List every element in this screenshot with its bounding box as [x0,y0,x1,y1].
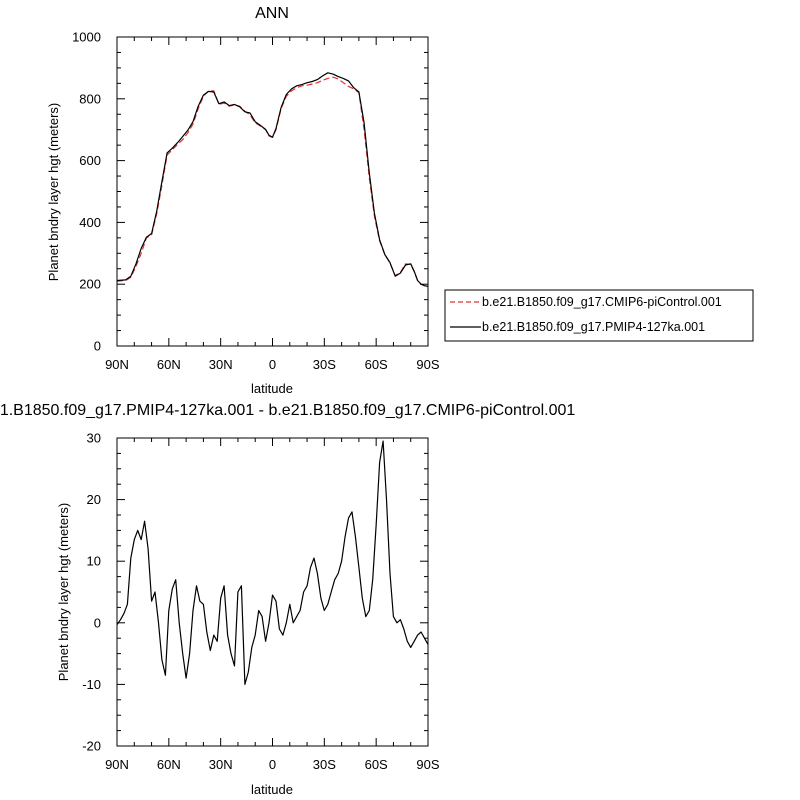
top-plot-frame [116,36,429,347]
bottom-y-tick-label: 30 [87,431,101,446]
bottom-tick-layer: 90N 60N 30N 0 30S 60S 90S -20 -10 0 10 20 30 [82,431,440,773]
top-y-axis-title: Planet bndry layer hgt (meters) [46,103,61,281]
top-tick-layer: 90N 60N 30N 0 30S 60S 90S 0 200 400 600 800 1000 [72,30,440,373]
top-y-tick-label: 0 [94,339,101,354]
top-panel: ANN 90N 60N 30N 0 30S 60S 90S 0 200 400 600 800 1000… [46,5,754,396]
bottom-y-tick-label: 20 [87,492,101,507]
top-x-tick-label: 60S [365,357,388,372]
bottom-x-axis-title: latitude [251,782,293,797]
bottom-plot-frame [116,437,429,747]
bottom-x-tick-label: 30N [209,757,233,772]
top-y-tick-label: 200 [79,277,101,292]
top-y-tick-label: 600 [79,153,101,168]
bottom-y-tick-label: 0 [94,615,101,630]
bottom-plot-title: b.e21.B1850.f09_g17.PMIP4-127ka.001 - b.… [0,402,575,419]
top-plot-title: ANN [255,5,289,22]
top-series-line-0 [116,76,429,287]
bottom-y-axis-title: Planet bndry layer hgt (meters) [56,503,71,681]
top-x-axis-title: latitude [251,381,293,396]
top-x-tick-label: 30N [209,357,233,372]
top-x-tick-label: 30S [313,357,336,372]
legend-box [444,289,754,342]
bottom-panel: b.e21.B1850.f09_g17.PMIP4-127ka.001 - b.… [0,402,575,797]
legend-label-series-1: b.e21.B1850.f09_g17.PMIP4-127ka.001 [482,320,705,334]
top-series-line-1 [116,72,429,287]
top-y-tick-label: 400 [79,215,101,230]
top-x-tick-label: 0 [269,357,276,372]
top-series-layer [116,72,429,287]
bottom-x-tick-label: 90N [105,757,129,772]
top-x-tick-label: 90N [105,357,129,372]
bottom-x-tick-label: 0 [269,757,276,772]
bottom-x-tick-label: 60N [157,757,181,772]
legend-label-series-0: b.e21.B1850.f09_g17.CMIP6-piControl.001 [482,295,722,309]
bottom-y-tick-label: -10 [82,677,101,692]
top-x-tick-label: 90S [416,357,439,372]
top-legend: b.e21.B1850.f09_g17.CMIP6-piControl.001 … [444,289,754,342]
bottom-y-tick-label: 10 [87,554,101,569]
bottom-series-line-0 [116,440,429,686]
bottom-x-tick-label: 30S [313,757,336,772]
bottom-x-tick-label: 90S [416,757,439,772]
top-y-tick-label: 1000 [72,30,101,45]
top-y-tick-label: 800 [79,91,101,106]
bottom-y-tick-label: -20 [82,739,101,754]
bottom-x-tick-label: 60S [365,757,388,772]
bottom-series-layer [116,440,429,686]
top-x-tick-label: 60N [157,357,181,372]
